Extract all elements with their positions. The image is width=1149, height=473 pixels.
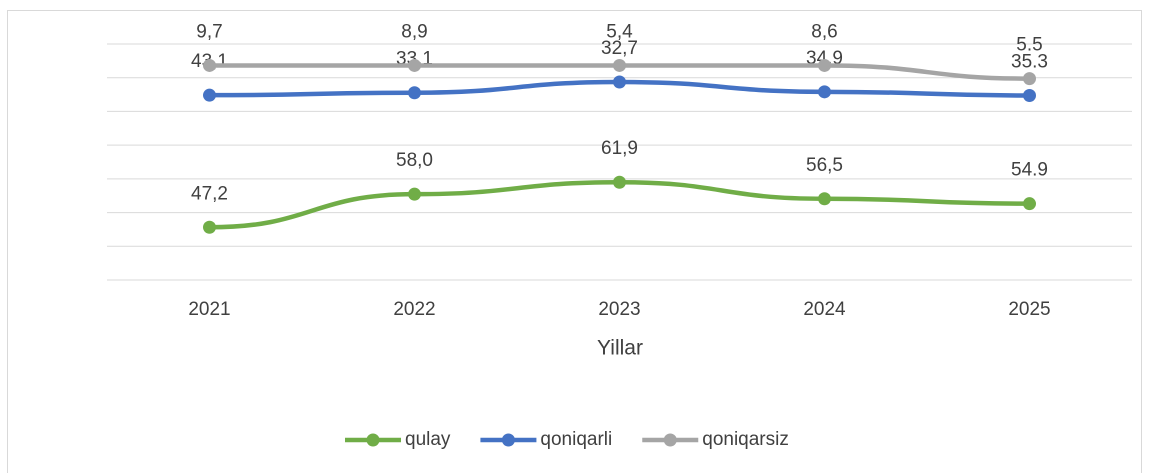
x-tick-label: 2024 [803,299,846,320]
legend-label: qoniqarsiz [702,429,789,450]
data-point [408,187,421,201]
data-label: 32,7 [601,38,638,59]
data-label: 9,7 [196,21,222,42]
data-point [613,175,626,189]
data-point [818,85,831,99]
data-label: 8,9 [401,21,427,42]
data-label: 56,5 [806,155,843,176]
data-point [818,58,831,72]
data-point [613,58,626,72]
data-point [203,58,216,72]
x-tick-label: 2023 [598,299,640,320]
data-label: 58,0 [396,150,433,171]
data-label: 47,2 [191,183,228,204]
x-tick-label: 2025 [1008,299,1050,320]
data-point [1023,197,1036,211]
legend-marker [501,433,515,447]
x-tick-label: 2022 [393,299,435,320]
legend-label: qoniqarli [540,429,612,450]
legend-marker [663,433,677,447]
x-axis-title: Yillar [597,337,643,360]
data-label: 61,9 [601,138,638,159]
data-point [408,86,421,100]
data-label: 8,6 [811,21,837,42]
chart-border [7,10,1142,473]
x-tick-label: 2021 [188,299,230,320]
data-point [203,220,216,234]
data-label: 5.5 [1016,35,1042,56]
data-point [613,75,626,89]
data-point [408,58,421,72]
data-label: 35.3 [1011,52,1048,73]
data-point [1023,88,1036,102]
data-point [1023,72,1036,86]
data-point [203,88,216,102]
data-label: 5,4 [606,21,633,42]
data-point [818,192,831,206]
data-label: 54.9 [1011,160,1048,181]
legend-label: qulay [405,429,451,450]
legend-marker [366,433,380,447]
